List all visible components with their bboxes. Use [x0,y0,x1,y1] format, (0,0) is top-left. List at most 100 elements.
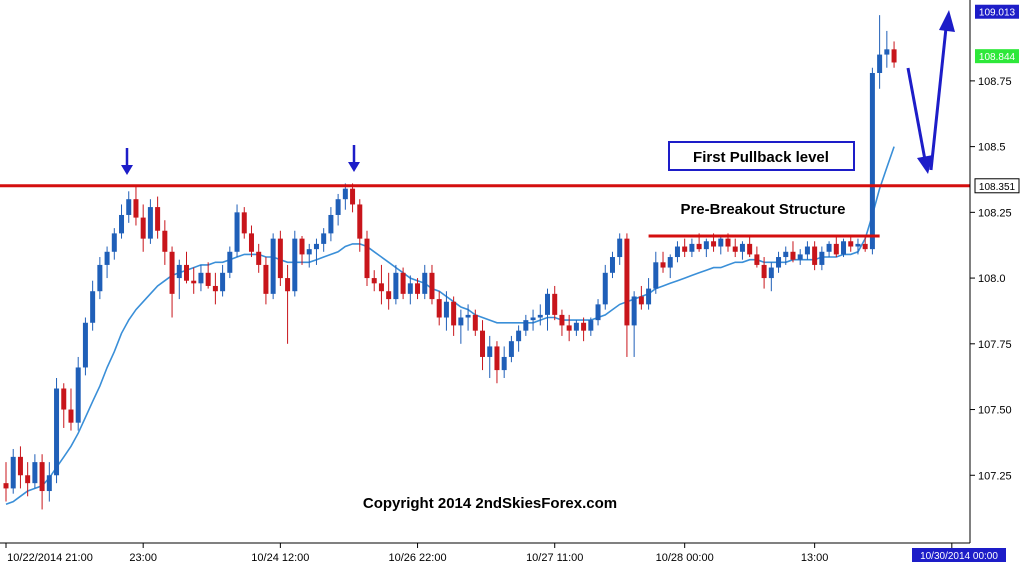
candle-bull [220,272,226,292]
candle-bear [299,238,305,255]
candle-bear [61,388,67,410]
candle-bear [191,280,197,284]
first-pullback-label: First Pullback level [693,149,829,166]
candle-bull [119,214,125,234]
candle-bear [848,241,854,247]
candle-bull [718,238,724,247]
x-tick-label: 10/22/2014 21:00 [7,552,93,564]
candle-bull [501,356,507,371]
candle-bear [400,272,406,294]
candle-bear [480,330,486,357]
candle-bull [10,456,16,489]
candles-group [3,15,897,510]
candle-bear [364,238,370,279]
candle-bull [508,341,514,357]
candle-bear [472,314,478,331]
last-time-tag-label: 10/30/2014 00:00 [920,551,998,562]
candle-bull [631,296,637,326]
candle-bull [82,322,88,368]
candle-bear [285,278,291,292]
price-tag-label: 109.013 [979,8,1016,19]
price-tag-label: 108.844 [979,52,1016,63]
candle-bear [248,233,254,252]
candle-bear [747,243,753,255]
price-tag [975,49,1019,64]
candle-bull [393,272,399,300]
candle-bull [458,317,464,326]
rally-arrow-head [939,10,955,32]
price-tags: 109.013 108.844 108.351 [974,4,1020,194]
candle-bull [530,317,536,321]
candle-bull [826,243,832,252]
candle-bull [783,251,789,258]
candle-bear [386,291,392,300]
pre-breakout-label: Pre-Breakout Structure [680,201,845,218]
candle-bear [371,278,377,284]
candle-bull [75,367,81,423]
candle-bear [754,254,760,265]
price-tag-label: 108.351 [979,182,1016,193]
ema-line-group [5,146,895,505]
candle-bull [588,320,594,331]
candle-bear [552,293,558,315]
x-tick-label: 10/24 12:00 [251,552,309,564]
candle-bull [227,251,233,273]
candle-bull [270,238,276,294]
candle-bull [147,207,153,239]
candle-bull [422,272,428,294]
ema-line [5,146,895,505]
price-tag [975,4,1019,19]
candle-bear [566,325,572,331]
rally-arrow-shaft [929,27,948,171]
candle-bear [3,483,9,489]
candle-bull [841,241,847,255]
candle-bull [523,320,529,331]
candle-bull [797,254,803,260]
candle-bear [212,285,218,292]
candle-bull [198,272,204,284]
candle-bear [357,204,363,239]
candle-bull [306,249,312,255]
candle-bull [595,304,601,321]
candle-bear [155,207,161,231]
candle-bear [790,251,796,260]
pullback-arrow-shaft [906,67,927,161]
candle-bear [17,456,23,476]
candle-bear [660,262,666,268]
candle-bull [776,257,782,268]
candle-bear [68,409,74,423]
copyright-label: Copyright 2014 2ndSkiesForex.com [363,495,617,512]
candle-bear [277,238,283,279]
candle-bull [653,262,659,289]
candle-bear [711,241,717,247]
y-tick-label: 108.0 [978,273,1006,285]
x-tick-label: 13:00 [801,552,829,564]
x-tick-label: 10/28 00:00 [656,552,714,564]
candle-bull [884,49,890,55]
candle-bull [487,346,493,357]
candle-bull [407,283,413,294]
candle-bear [256,251,262,265]
candle-bull [667,257,673,268]
candle-bull [573,322,579,331]
x-tick-label: 10/26 22:00 [388,552,446,564]
candle-bull [646,288,652,305]
candle-bull [104,251,110,265]
candle-bull [32,462,38,484]
price-tag [974,178,1020,194]
candle-bear [451,301,457,326]
candle-bull [321,233,327,244]
candle-bull [90,291,96,323]
candle-bear [725,238,731,247]
candle-bear [732,246,738,252]
candle-bull [739,243,745,252]
candle-bear [140,217,146,239]
candle-bear [162,230,168,252]
candle-bear [696,243,702,250]
y-tick-label: 107.75 [978,339,1012,351]
candle-bull [689,243,695,252]
candle-bull [176,264,182,279]
y-tick-label: 108.75 [978,76,1012,88]
x-axis: 10/22/2014 21:00 23:00 10/24 12:00 10/26 22… [5,543,1006,564]
